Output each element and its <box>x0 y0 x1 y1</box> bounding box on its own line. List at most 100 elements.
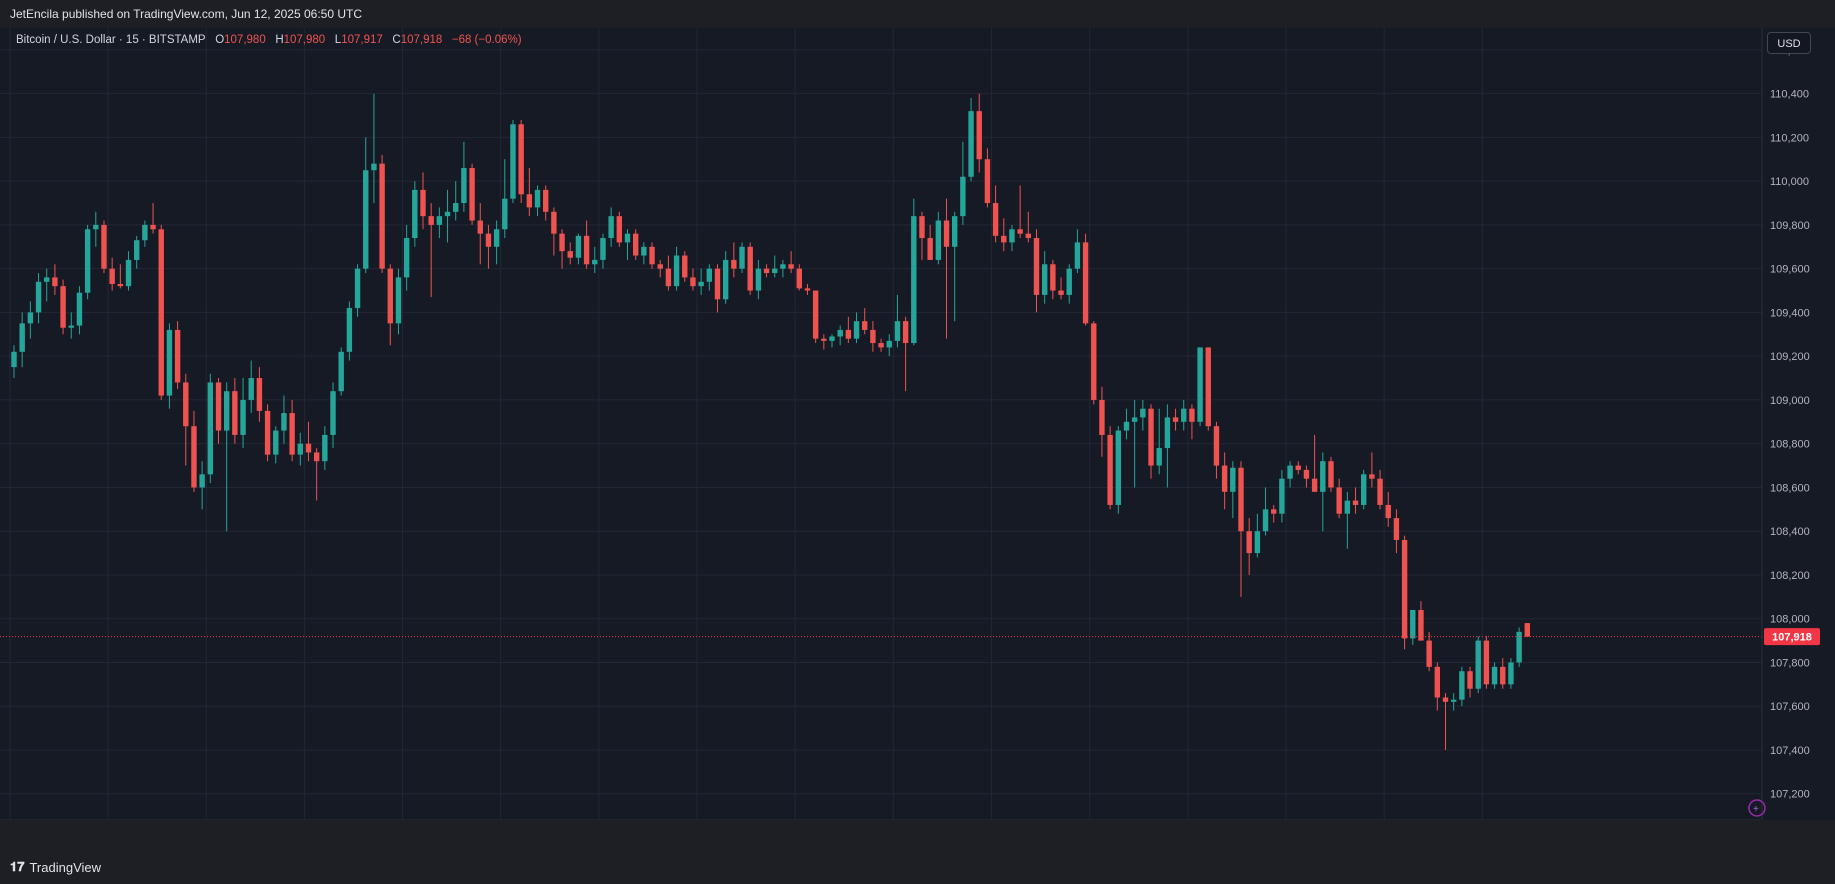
candle-body <box>1156 448 1162 466</box>
price-tick-label: 109,000 <box>1770 395 1810 407</box>
candle-body <box>1271 509 1277 514</box>
candle-body <box>567 251 573 258</box>
candle-body <box>837 329 843 337</box>
candle-body <box>608 216 614 239</box>
candle-body <box>1025 233 1032 239</box>
candle-body <box>101 224 107 269</box>
candle-body <box>812 290 819 339</box>
candle-body <box>256 378 263 411</box>
candle-body <box>461 168 467 204</box>
candle-body <box>722 259 729 300</box>
candle-body <box>1131 417 1138 422</box>
candle-body <box>1205 347 1211 427</box>
candle-body <box>682 255 688 278</box>
candle-body <box>1377 478 1383 505</box>
candle-body <box>952 216 958 247</box>
candle-body <box>992 203 999 236</box>
candle-body <box>240 399 246 435</box>
currency-button[interactable]: USD <box>1767 32 1811 54</box>
candle-body <box>346 308 353 352</box>
candle-body <box>665 268 672 287</box>
alert-icon[interactable]: + <box>1748 799 1766 817</box>
candle-body <box>739 246 745 269</box>
candle-body <box>232 391 238 435</box>
candle-body <box>698 281 704 287</box>
candle-body <box>1361 474 1367 505</box>
candle-body <box>927 238 933 260</box>
price-axis-panel[interactable] <box>1762 28 1835 820</box>
candle-body <box>747 246 753 291</box>
price-tick-label: 110,400 <box>1770 89 1809 101</box>
high-value: 107,980 <box>283 34 326 46</box>
candle-body <box>960 176 966 217</box>
candle-body <box>1164 417 1171 449</box>
candle-body <box>1475 640 1481 689</box>
candle-body <box>273 430 279 455</box>
price-tick-label: 109,400 <box>1770 307 1810 319</box>
price-tick-label: 107,200 <box>1770 789 1810 801</box>
candle-body <box>1311 478 1318 492</box>
candle-body <box>1508 662 1514 685</box>
price-tick-label: 108,000 <box>1770 614 1810 626</box>
candle-body <box>1352 500 1359 505</box>
candle-body <box>510 124 516 199</box>
candle-body <box>690 277 696 287</box>
candle-body <box>1230 467 1236 492</box>
candle-body <box>1254 531 1261 554</box>
price-tick-label: 110,200 <box>1770 132 1809 144</box>
open-label: O <box>215 34 225 46</box>
candle-body <box>330 391 336 435</box>
price-tick-label: 109,600 <box>1770 264 1810 276</box>
candle-body <box>518 124 524 195</box>
candle-body <box>93 224 99 230</box>
price-tick-label: 107,800 <box>1770 657 1810 669</box>
candle-body <box>1246 531 1252 554</box>
candle-body <box>305 443 312 453</box>
candle-body <box>68 325 74 328</box>
candle-body <box>1344 500 1351 514</box>
candle-body <box>1091 323 1097 400</box>
candle-body <box>1442 697 1449 702</box>
candle-body <box>11 351 17 368</box>
publish-info: JetEncila published on TradingView.com, … <box>10 7 362 21</box>
candle-body <box>943 220 950 247</box>
price-tick-label: 108,200 <box>1770 570 1810 582</box>
candle-body <box>134 240 140 260</box>
candle-body <box>76 292 83 326</box>
candle-body <box>1107 434 1113 505</box>
candle-body <box>199 474 205 488</box>
candle-body <box>772 268 778 274</box>
last-price-tag: 107,918 <box>1764 628 1820 646</box>
candle-body <box>821 338 827 341</box>
candle-body <box>174 329 181 383</box>
candle-body <box>632 233 639 256</box>
candle-body <box>477 220 483 234</box>
close-value: 107,918 <box>400 34 443 46</box>
publish-header: JetEncila published on TradingView.com, … <box>0 0 1835 28</box>
candle-body <box>1303 469 1310 479</box>
candlestick-chart[interactable]: 107,200 107,400 107,600 107,800 108,000 108,2… <box>0 28 1835 820</box>
candle-body <box>150 224 156 230</box>
svg-text:+: + <box>1753 804 1759 815</box>
candle-body <box>1181 408 1187 422</box>
candle-body <box>420 189 426 217</box>
candle-body <box>886 340 892 348</box>
candle-body <box>387 268 393 324</box>
candle-body <box>804 288 811 291</box>
candle-body <box>1450 699 1457 702</box>
candle-body <box>395 277 402 324</box>
candle-body <box>1393 518 1400 540</box>
candle-body <box>911 216 917 344</box>
chart-frame[interactable]: 107,200 107,400 107,600 107,800 108,000 108,2… <box>0 28 1835 820</box>
candle-body <box>592 259 598 265</box>
tradingview-brand[interactable]: 𝟏𝟕 TradingView <box>10 859 101 875</box>
candle-body <box>35 281 42 313</box>
candle-body <box>60 286 66 328</box>
candle-body <box>902 321 909 344</box>
candle-body <box>412 189 418 239</box>
close-label: C <box>392 34 401 46</box>
candle-body <box>166 329 173 396</box>
candle-body <box>1500 666 1506 685</box>
candle-body <box>502 198 508 230</box>
candle-body <box>616 216 623 243</box>
